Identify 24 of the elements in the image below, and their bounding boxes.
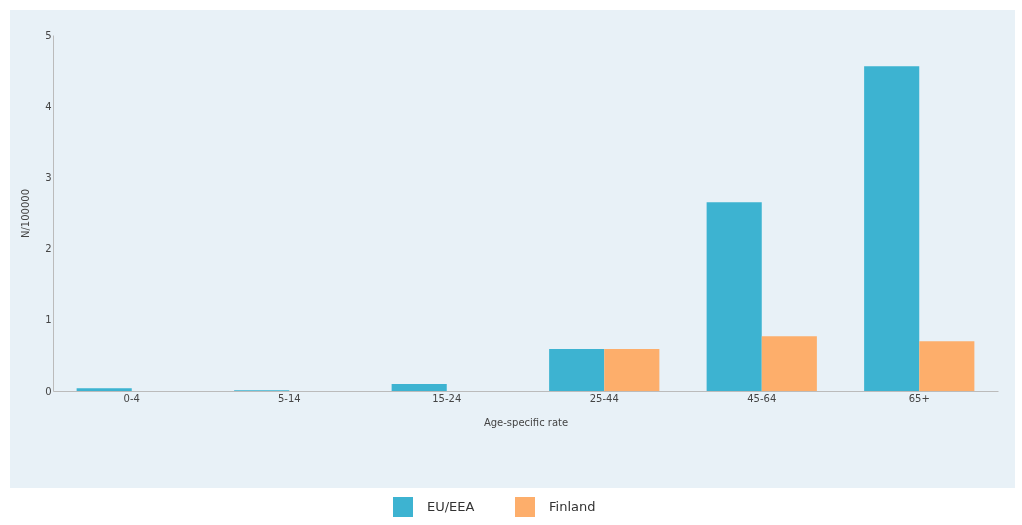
x-tick-label: 45-64 [747, 392, 777, 404]
x-tick-label: 25-44 [589, 392, 619, 404]
bar [761, 336, 817, 391]
y-tick-label: 2 [45, 243, 52, 255]
bar [919, 341, 975, 391]
y-axis-title: N/100000 [20, 188, 32, 239]
x-tick-label: 5-14 [277, 392, 301, 404]
bar [864, 66, 920, 391]
y-tick-label: 3 [45, 171, 52, 183]
y-tick-label: 1 [45, 314, 52, 326]
bar [706, 202, 762, 391]
legend-label: Finland [549, 499, 596, 514]
legend-label: EU/EEA [427, 499, 475, 514]
x-axis-title: Age-specific rate [483, 416, 569, 428]
x-tick-label: 65+ [908, 392, 930, 404]
x-tick-label: 15-24 [432, 392, 462, 404]
y-tick-label: 4 [45, 100, 52, 112]
bar [391, 383, 447, 391]
bar [549, 348, 605, 391]
x-tick-label: 0-4 [123, 392, 140, 404]
y-tick-label: 5 [45, 29, 52, 41]
bar [604, 348, 660, 391]
bar [76, 388, 132, 391]
y-tick-label: 0 [45, 385, 52, 397]
